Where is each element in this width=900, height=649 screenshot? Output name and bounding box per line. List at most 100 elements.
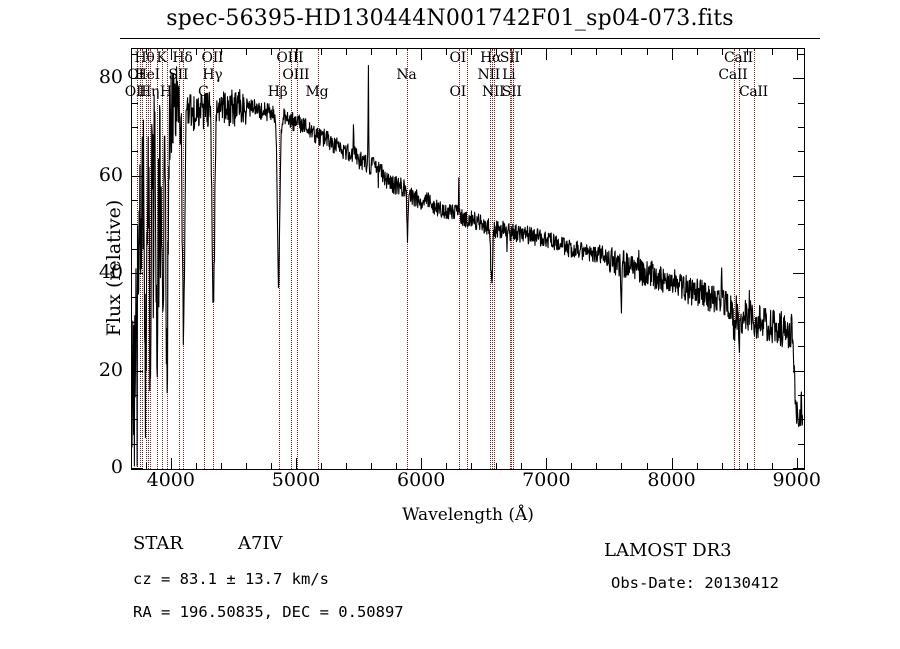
x-minor-tick xyxy=(746,463,748,469)
line-label-CaII-8662: CaII xyxy=(738,84,768,100)
x-minor-tick xyxy=(245,463,247,469)
line-label-C-4267: C xyxy=(198,84,209,100)
y-tick-40 xyxy=(793,273,804,275)
y-minor-tick xyxy=(798,248,804,250)
x-minor-tick xyxy=(321,463,323,469)
x-minor-tick xyxy=(696,463,698,469)
y-minor-tick xyxy=(798,224,804,226)
flux-curve xyxy=(132,64,803,467)
y-tick-80 xyxy=(132,78,143,80)
line-label-K-3933: K xyxy=(156,50,167,66)
x-tick-label-8000: 8000 xyxy=(647,469,696,491)
y-minor-tick xyxy=(798,419,804,421)
y-minor-tick xyxy=(798,151,804,153)
line-label-H-4340: Hγ xyxy=(202,67,223,83)
line-marker-6583 xyxy=(494,49,496,469)
x-tick-label-4000: 4000 xyxy=(146,469,195,491)
y-axis-title: Flux (relative) xyxy=(103,199,125,337)
y-tick-40 xyxy=(132,273,143,275)
y-minor-tick xyxy=(132,394,138,396)
x-tick-4000 xyxy=(170,49,172,60)
x-tick-5000 xyxy=(295,49,297,60)
coordinates-label: RA = 196.50835, DEC = 0.50897 xyxy=(133,603,404,621)
line-marker-4340 xyxy=(213,49,215,469)
x-minor-tick xyxy=(446,463,448,469)
x-tick-9000 xyxy=(796,458,798,469)
obs-date-label: Obs-Date: 20130412 xyxy=(611,574,779,592)
x-minor-tick xyxy=(220,49,222,55)
x-minor-tick xyxy=(621,49,623,55)
line-marker-5890 xyxy=(407,49,409,469)
x-minor-tick xyxy=(721,49,723,55)
x-minor-tick xyxy=(571,463,573,469)
line-label-OI-6300: OI xyxy=(449,84,467,100)
line-marker-4267 xyxy=(204,49,206,469)
x-minor-tick xyxy=(721,463,723,469)
line-marker-4068 xyxy=(179,49,181,469)
x-minor-tick xyxy=(371,463,373,469)
y-minor-tick xyxy=(798,102,804,104)
y-tick-80 xyxy=(793,78,804,80)
x-minor-tick xyxy=(646,463,648,469)
y-minor-tick xyxy=(132,200,138,202)
line-marker-5175 xyxy=(317,49,319,469)
line-label-OIII-5007: OIII xyxy=(282,67,310,83)
y-minor-tick xyxy=(798,346,804,348)
line-label-H-3798: Hθ xyxy=(134,50,155,66)
y-minor-tick xyxy=(798,200,804,202)
y-tick-0 xyxy=(793,468,804,469)
line-label-Na-5890: Na xyxy=(396,67,417,83)
line-label-SII-6716: SII xyxy=(499,50,520,66)
x-minor-tick xyxy=(195,463,197,469)
line-marker-6731 xyxy=(512,49,514,469)
x-tick-9000 xyxy=(796,49,798,60)
x-tick-label-9000: 9000 xyxy=(772,469,821,491)
spectral-class-label: A7IV xyxy=(238,533,283,554)
x-minor-tick xyxy=(471,49,473,55)
line-label-OIII-4959: OIII xyxy=(276,50,304,66)
x-minor-tick xyxy=(396,49,398,55)
x-minor-tick xyxy=(145,49,147,55)
line-marker-3835 xyxy=(150,49,152,469)
y-minor-tick xyxy=(132,321,138,323)
x-minor-tick xyxy=(771,463,773,469)
y-minor-tick xyxy=(132,53,138,55)
y-minor-tick xyxy=(132,126,138,128)
line-marker-6716 xyxy=(510,49,512,469)
survey-label: LAMOST DR3 xyxy=(604,540,732,561)
x-axis-title: Wavelength (Å) xyxy=(402,505,534,525)
line-label-H-6563: Hα xyxy=(480,50,502,66)
y-tick-20 xyxy=(793,370,804,372)
redshift-velocity-label: cz = 83.1 ± 13.7 km/s xyxy=(133,570,329,588)
y-minor-tick xyxy=(798,53,804,55)
y-tick-20 xyxy=(132,370,143,372)
y-minor-tick xyxy=(132,346,138,348)
x-tick-7000 xyxy=(546,458,548,469)
x-minor-tick xyxy=(521,463,523,469)
line-label-H-4861: Hβ xyxy=(267,84,288,100)
x-minor-tick xyxy=(220,463,222,469)
line-label-SII-4068: SII xyxy=(168,67,189,83)
line-label-OI-3727: OI xyxy=(127,67,144,83)
object-type-label: STAR xyxy=(133,533,183,554)
y-minor-tick xyxy=(798,321,804,323)
line-marker-3820 xyxy=(148,49,150,469)
line-label-H-3835: Hη xyxy=(139,84,160,100)
x-minor-tick xyxy=(371,49,373,55)
x-minor-tick xyxy=(471,463,473,469)
title-underline xyxy=(120,38,820,39)
y-tick-60 xyxy=(132,175,143,177)
line-label-Mg-5175: Mg xyxy=(305,84,329,100)
x-minor-tick xyxy=(270,463,272,469)
y-minor-tick xyxy=(132,297,138,299)
y-tick-0 xyxy=(132,468,143,469)
line-marker-3798 xyxy=(145,49,147,469)
x-minor-tick xyxy=(346,463,348,469)
x-tick-6000 xyxy=(421,458,423,469)
line-marker-8498 xyxy=(733,49,735,469)
x-tick-label-6000: 6000 xyxy=(396,469,446,491)
x-minor-tick xyxy=(321,49,323,55)
x-minor-tick xyxy=(596,49,598,55)
x-tick-label-5000: 5000 xyxy=(271,469,321,491)
